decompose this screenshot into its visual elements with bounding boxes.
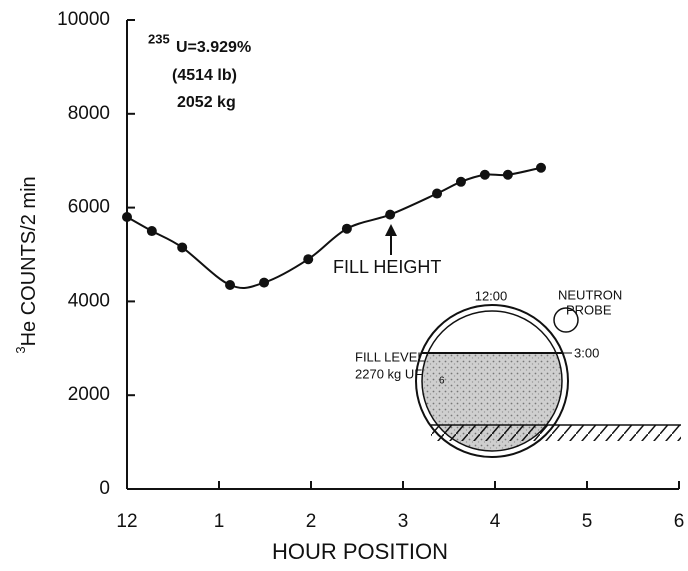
annotation-superscript: 235 (148, 31, 170, 46)
x-tick-label: 3 (398, 511, 409, 532)
x-tick-label: 2 (306, 511, 317, 532)
data-point (432, 188, 443, 199)
diagram-label: NEUTRON (558, 287, 622, 302)
data-point (502, 169, 513, 180)
annotation-text: FILL HEIGHT (333, 257, 441, 277)
tank-diagram (415, 304, 681, 458)
diagram-label: 2270 kg UF (355, 366, 422, 381)
diagram-subscript: 6 (439, 376, 445, 387)
data-point (122, 211, 132, 222)
x-tick-label: 6 (674, 511, 685, 532)
data-point (177, 242, 188, 253)
arrow-head (385, 224, 397, 236)
data-point (385, 209, 396, 220)
y-axis-title: 3He COUNTS/2 min (13, 176, 40, 353)
data-point (455, 176, 466, 187)
y-tick-label: 10000 (57, 9, 110, 30)
data-point (479, 169, 490, 180)
diagram-label: 3:00 (574, 345, 599, 360)
x-tick-label: 1 (214, 511, 225, 532)
x-tick-label: 5 (582, 511, 593, 532)
data-point (259, 277, 270, 288)
diagram-label: FILL LEVEL (355, 349, 425, 364)
data-point (225, 279, 236, 290)
x-tick-label: 12 (116, 511, 137, 532)
annotation-text: U=3.929% (176, 39, 251, 56)
data-point (303, 254, 314, 265)
diagram-label: PROBE (566, 302, 612, 317)
y-tick-label: 8000 (68, 103, 110, 124)
y-tick-label: 6000 (68, 197, 110, 218)
x-axis-title: HOUR POSITION (272, 539, 448, 564)
y-axis-title-group: 3He COUNTS/2 min (13, 176, 40, 353)
y-tick-label: 2000 (68, 384, 110, 405)
annotation-text: (4514 lb) (172, 67, 237, 84)
data-point (341, 223, 352, 234)
annotation-text: 2052 kg (177, 94, 236, 111)
data-point (146, 226, 157, 237)
y-axis-title-text: He COUNTS/2 min (18, 176, 40, 346)
y-tick-label: 4000 (68, 290, 110, 311)
y-axis-title-superscript: 3 (13, 346, 28, 353)
data-point (536, 162, 546, 173)
y-tick-label: 0 (99, 478, 110, 499)
x-tick-label: 4 (490, 511, 501, 532)
diagram-label: 12:00 (475, 288, 508, 303)
